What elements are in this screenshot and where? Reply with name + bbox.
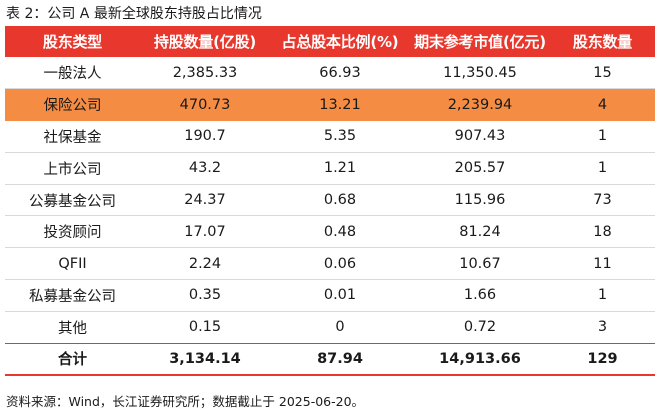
table-row: 其他 0.15 0 0.72 3 <box>5 311 655 344</box>
cell-value: 2,239.94 <box>410 88 550 122</box>
cell-value: 14,913.66 <box>410 343 550 376</box>
table-row: 私募基金公司 0.35 0.01 1.66 1 <box>5 279 655 312</box>
table-row: 社保基金 190.7 5.35 907.43 1 <box>5 120 655 153</box>
cell-type: 合计 <box>5 343 140 376</box>
cell-type: 上市公司 <box>5 152 140 185</box>
cell-shares: 2,385.33 <box>140 57 270 90</box>
cell-count: 18 <box>550 215 655 249</box>
cell-shares: 190.7 <box>140 120 270 153</box>
table-row: 公募基金公司 24.37 0.68 115.96 73 <box>5 184 655 217</box>
table-row: QFII 2.24 0.06 10.67 11 <box>5 247 655 281</box>
table-row-highlighted: 保险公司 470.73 13.21 2,239.94 4 <box>5 88 655 122</box>
cell-type: 私募基金公司 <box>5 279 140 312</box>
cell-count: 11 <box>550 247 655 281</box>
cell-type: 投资顾问 <box>5 215 140 249</box>
cell-shares: 24.37 <box>140 184 270 217</box>
cell-value: 907.43 <box>410 120 550 153</box>
cell-count: 3 <box>550 311 655 344</box>
cell-ratio: 0.68 <box>270 184 410 217</box>
cell-shares: 43.2 <box>140 152 270 185</box>
cell-ratio: 0.48 <box>270 215 410 249</box>
cell-type: 一般法人 <box>5 57 140 90</box>
cell-count: 1 <box>550 120 655 153</box>
cell-ratio: 87.94 <box>270 343 410 376</box>
cell-shares: 470.73 <box>140 88 270 122</box>
shareholder-table: 股东类型 持股数量(亿股) 占总股本比例(%) 期末参考市值(亿元) 股东数量 … <box>5 26 655 376</box>
header-share-ratio: 占总股本比例(%) <box>281 33 399 51</box>
cell-value: 0.72 <box>410 311 550 344</box>
header-market-value: 期末参考市值(亿元) <box>414 33 546 51</box>
cell-value: 11,350.45 <box>410 57 550 90</box>
cell-value: 115.96 <box>410 184 550 217</box>
cell-ratio: 0.06 <box>270 247 410 281</box>
cell-ratio: 66.93 <box>270 57 410 90</box>
cell-value: 10.67 <box>410 247 550 281</box>
cell-type: 其他 <box>5 311 140 344</box>
header-holder-count: 股东数量 <box>572 33 633 51</box>
cell-count: 73 <box>550 184 655 217</box>
cell-type: 保险公司 <box>5 88 140 122</box>
table-caption: 表 2：公司 A 最新全球股东持股占比情况 <box>6 6 262 22</box>
header-shares-held: 持股数量(亿股) <box>153 33 257 51</box>
cell-shares: 0.35 <box>140 279 270 312</box>
cell-value: 205.57 <box>410 152 550 185</box>
cell-count: 1 <box>550 152 655 185</box>
cell-type: QFII <box>5 247 140 281</box>
table-header-row: 股东类型 持股数量(亿股) 占总股本比例(%) 期末参考市值(亿元) 股东数量 <box>5 26 655 57</box>
cell-shares: 2.24 <box>140 247 270 281</box>
table-total-row: 合计 3,134.14 87.94 14,913.66 129 <box>5 343 655 376</box>
cell-ratio: 13.21 <box>270 88 410 122</box>
cell-ratio: 0.01 <box>270 279 410 312</box>
cell-value: 81.24 <box>410 215 550 249</box>
table-row: 投资顾问 17.07 0.48 81.24 18 <box>5 215 655 249</box>
cell-ratio: 0 <box>270 311 410 344</box>
cell-shares: 3,134.14 <box>140 343 270 376</box>
source-note: 资料来源：Wind，长江证券研究所；数据截止于 2025-06-20。 <box>6 394 365 409</box>
cell-count: 4 <box>550 88 655 122</box>
table-row: 上市公司 43.2 1.21 205.57 1 <box>5 152 655 185</box>
cell-type: 公募基金公司 <box>5 184 140 217</box>
cell-ratio: 1.21 <box>270 152 410 185</box>
cell-type: 社保基金 <box>5 120 140 153</box>
header-shareholder-type: 股东类型 <box>42 33 103 51</box>
cell-count: 129 <box>550 343 655 376</box>
cell-value: 1.66 <box>410 279 550 312</box>
table-row: 一般法人 2,385.33 66.93 11,350.45 15 <box>5 57 655 90</box>
cell-ratio: 5.35 <box>270 120 410 153</box>
cell-shares: 17.07 <box>140 215 270 249</box>
cell-count: 15 <box>550 57 655 90</box>
cell-count: 1 <box>550 279 655 312</box>
cell-shares: 0.15 <box>140 311 270 344</box>
